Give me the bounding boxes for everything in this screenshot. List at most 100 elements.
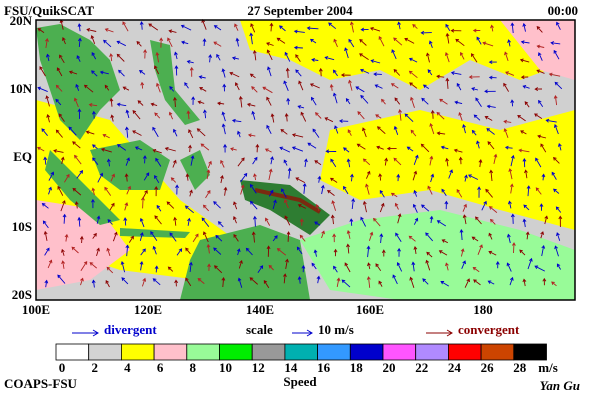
wind-arrow	[192, 233, 199, 243]
wind-arrow	[252, 156, 258, 165]
wind-arrow	[428, 40, 433, 48]
wind-arrow	[80, 260, 88, 271]
wind-arrow	[378, 173, 383, 181]
wind-arrow	[207, 160, 212, 169]
wind-arrow	[557, 142, 562, 151]
lon-label: 100E	[22, 302, 50, 317]
wind-arrow	[221, 277, 226, 288]
wind-arrow	[362, 158, 371, 166]
wind-arrow	[126, 185, 132, 195]
wind-arrow	[159, 37, 164, 48]
wind-arrow	[450, 71, 462, 76]
wind-arrow	[222, 83, 227, 92]
wind-arrow	[91, 52, 97, 60]
wind-arrow	[396, 261, 403, 272]
lon-label: 180	[473, 302, 493, 317]
wind-arrow	[75, 83, 80, 91]
wind-arrow	[112, 231, 118, 242]
wind-arrow	[550, 41, 561, 45]
wind-arrow	[221, 111, 226, 122]
wind-arrow	[137, 100, 144, 106]
wind-arrow	[253, 215, 257, 227]
wind-arrow	[237, 157, 245, 167]
wind-arrow	[472, 267, 480, 273]
colorbar-label: 10	[219, 360, 232, 375]
wind-arrow	[167, 37, 173, 48]
wind-arrow	[297, 105, 305, 109]
wind-arrow	[328, 22, 337, 30]
wind-arrow	[360, 68, 370, 74]
wind-arrow	[88, 102, 98, 107]
wind-arrow	[426, 251, 433, 258]
colorbar-label: 2	[91, 360, 98, 375]
wind-arrow	[104, 186, 112, 196]
wind-arrow	[300, 111, 307, 122]
wind-arrow	[473, 114, 481, 121]
wind-arrow	[91, 198, 95, 209]
wind-arrow	[154, 112, 161, 119]
colorbar-label: 4	[124, 360, 131, 375]
wind-arrow	[436, 220, 447, 227]
wind-arrow	[313, 249, 318, 257]
wind-arrow	[448, 169, 453, 179]
wind-arrow	[522, 278, 527, 287]
lon-label: 140E	[246, 302, 274, 317]
wind-arrow	[404, 37, 415, 44]
wind-arrow	[425, 52, 430, 63]
wind-arrow	[486, 104, 496, 109]
wind-arrow	[545, 118, 557, 123]
wind-arrow	[355, 86, 365, 93]
land	[180, 225, 310, 300]
wind-arrow	[536, 69, 545, 74]
wind-arrow	[74, 201, 79, 209]
colorbar-label: 28	[513, 360, 527, 375]
wind-arrow	[266, 42, 274, 46]
wind-arrow	[249, 32, 254, 45]
wind-arrow	[285, 258, 289, 269]
wind-arrow	[548, 72, 561, 77]
wind-arrow	[450, 28, 462, 33]
lat-label: 10S	[12, 219, 32, 234]
wind-arrow	[109, 97, 114, 107]
wind-arrow	[360, 216, 367, 227]
wind-arrow	[80, 277, 84, 286]
wind-arrow	[384, 157, 389, 166]
wind-arrow	[558, 215, 563, 228]
wind-arrow	[351, 198, 356, 210]
wind-arrow	[265, 217, 271, 226]
wind-arrow	[520, 40, 530, 45]
wind-arrow	[365, 183, 370, 195]
wind-arrow	[445, 77, 450, 89]
wind-arrow	[340, 73, 351, 77]
wind-arrow	[61, 260, 66, 269]
wind-arrow	[132, 110, 141, 120]
wind-arrow	[196, 128, 206, 137]
wind-arrow	[99, 70, 109, 75]
wind-arrow	[413, 217, 419, 225]
wind-arrow	[362, 127, 367, 138]
land	[150, 40, 200, 125]
wind-arrow	[267, 66, 272, 77]
wind-arrow	[295, 54, 301, 62]
wind-arrow	[59, 54, 65, 64]
wind-arrow	[132, 130, 142, 136]
wind-arrow	[272, 235, 278, 242]
colorbar-swatch	[55, 343, 90, 361]
wind-arrow	[539, 203, 544, 211]
wind-arrow	[116, 40, 127, 47]
wind-arrow	[488, 250, 497, 256]
wind-arrow	[495, 261, 500, 269]
wind-arrow	[490, 218, 496, 225]
wind-arrow	[107, 219, 113, 225]
wind-arrow	[152, 278, 161, 286]
wind-arrow	[314, 221, 321, 226]
wind-arrow	[266, 245, 271, 257]
wind-arrow	[134, 146, 143, 151]
wind-arrow	[462, 124, 466, 134]
scale-arrow	[292, 329, 313, 337]
wind-arrow	[176, 248, 183, 256]
wind-arrow	[460, 248, 465, 257]
wind-arrow	[489, 169, 494, 182]
wind-arrow	[105, 280, 110, 288]
